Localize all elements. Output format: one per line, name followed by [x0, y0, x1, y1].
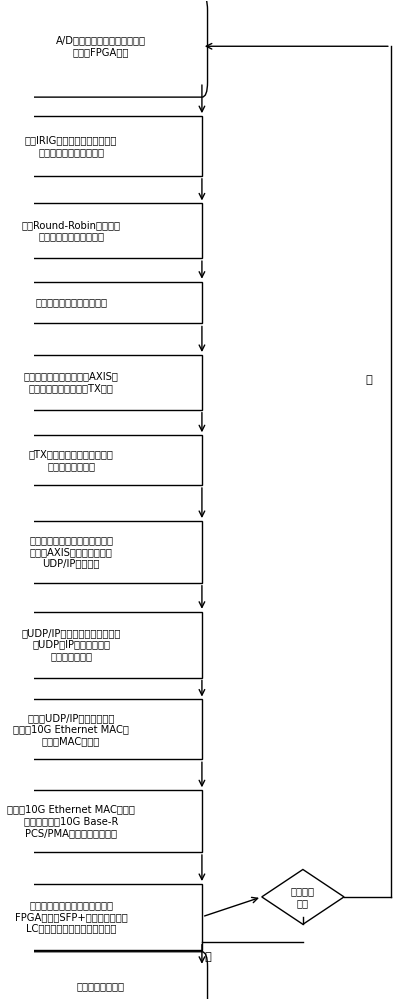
FancyBboxPatch shape [0, 790, 202, 852]
FancyBboxPatch shape [0, 0, 207, 97]
Text: 将完成UDP/IP封装的数据帧
发送到10G Ethernet MAC中
并完成MAC层封装: 将完成UDP/IP封装的数据帧 发送到10G Ethernet MAC中 并完成… [13, 713, 129, 746]
FancyBboxPatch shape [0, 355, 202, 410]
FancyBboxPatch shape [0, 521, 202, 583]
FancyBboxPatch shape [0, 203, 202, 258]
Text: 将完成地址过滤后的数据帧通过
第二条AXIS总线送到万兆网
UDP/IP硬协议栈: 将完成地址过滤后的数据帧通过 第二条AXIS总线送到万兆网 UDP/IP硬协议栈 [29, 535, 113, 568]
FancyBboxPatch shape [0, 884, 202, 950]
Text: 采集是否
完成: 采集是否 完成 [291, 886, 315, 908]
Polygon shape [262, 869, 344, 924]
Text: 在TX引擎中对数据帧添加流标
识，完成地址过滤: 在TX引擎中对数据帧添加流标 识，完成地址过滤 [29, 449, 113, 471]
Text: 高速采集转发结束: 高速采集转发结束 [77, 982, 125, 992]
Text: 否: 否 [365, 375, 372, 385]
Text: 将完成物理层封装的数据发送到
FPGA片外的SFP+端口模块、通过
LC光纤发送到后端信号处理设备: 将完成物理层封装的数据发送到 FPGA片外的SFP+端口模块、通过 LC光纤发送… [15, 900, 127, 933]
FancyBboxPatch shape [0, 952, 207, 1000]
Text: 对串行数据帧进行异步缓冲: 对串行数据帧进行异步缓冲 [35, 298, 107, 308]
Text: 在UDP/IP硬协议栈中对数据帧添
加UDP和IP数据包封装，
并填充校验子段: 在UDP/IP硬协议栈中对数据帧添 加UDP和IP数据包封装， 并填充校验子段 [21, 628, 121, 661]
FancyBboxPatch shape [0, 282, 202, 323]
Text: 是: 是 [204, 952, 211, 962]
Text: 缓冲后数据帧通过第一条AXIS总
线送到网络收发引擎的TX引擎: 缓冲后数据帧通过第一条AXIS总 线送到网络收发引擎的TX引擎 [24, 372, 119, 393]
FancyBboxPatch shape [0, 612, 202, 678]
FancyBboxPatch shape [0, 435, 202, 485]
Text: 按照IRIG数据帧格式对多通道中
频数字信号数据进行封装: 按照IRIG数据帧格式对多通道中 频数字信号数据进行封装 [25, 135, 117, 157]
Text: 将完成10G Ethernet MAC封装的
数据帧发送到10G Base-R
PCS/PMA中完成物理层封装: 将完成10G Ethernet MAC封装的 数据帧发送到10G Base-R … [7, 805, 135, 838]
FancyBboxPatch shape [0, 699, 202, 759]
Text: 采用Round-Robin仲裁方式
时分复用输出串行数据帧: 采用Round-Robin仲裁方式 时分复用输出串行数据帧 [22, 220, 121, 242]
FancyBboxPatch shape [0, 116, 202, 176]
Text: A/D采集的多通道中频数字信号
输入到FPGA片内: A/D采集的多通道中频数字信号 输入到FPGA片内 [56, 35, 146, 57]
